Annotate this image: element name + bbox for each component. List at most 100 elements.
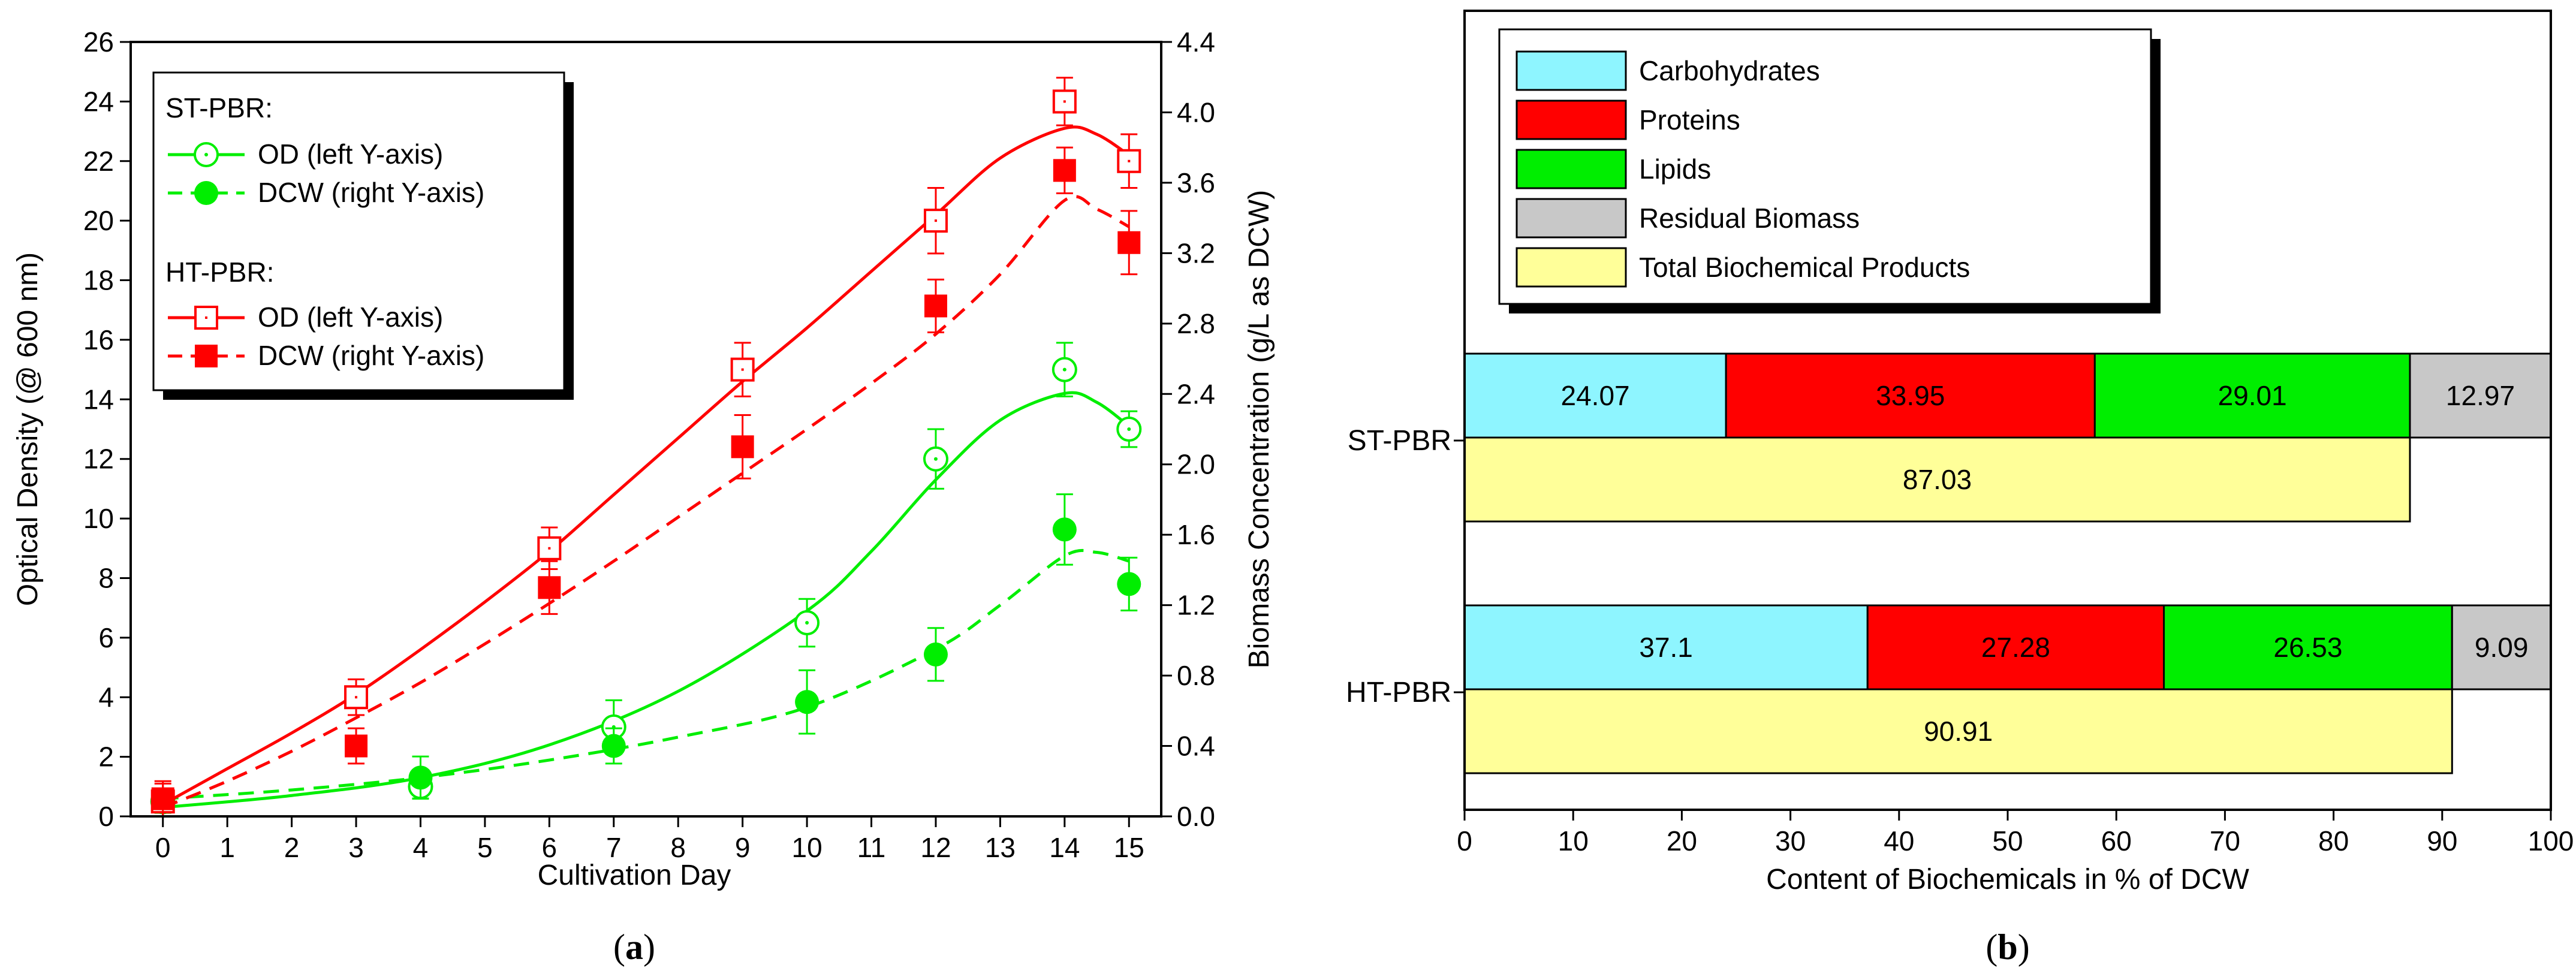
st-pbr-od-point [1116, 417, 1142, 442]
legend-st-dcw-swatch [168, 181, 245, 205]
ht-pbr-dcw-point [731, 435, 754, 459]
st-pbr-od-point [1052, 357, 1077, 382]
legend-label: Residual Biomass [1639, 203, 1860, 234]
ht-pbr-od-point [537, 536, 562, 560]
panel-a-chart: 0 1 2 3 4 5 6 7 8 9 10 11 12 13 14 15024681012141618202… [12, 26, 1275, 967]
legend-swatch [1516, 198, 1627, 239]
ht-pbr-od-point-dot [355, 696, 358, 699]
x-tick-label: 90 [2427, 825, 2457, 857]
left-y-tick-label: 26 [83, 26, 114, 58]
right-y-tick-label: 2.4 [1177, 378, 1215, 409]
legend-ht-od-label: OD (left Y-axis) [258, 301, 443, 333]
x-tick-label: 5 [477, 832, 493, 863]
st-pbr-dcw-point [1117, 572, 1141, 596]
legend-label: Lipids [1639, 153, 1711, 185]
x-tick-label: 70 [2210, 825, 2240, 857]
right-y-tick-label: 2.8 [1177, 308, 1215, 339]
x-tick-label: 2 [284, 832, 300, 863]
st-pbr-od-point-dot [1127, 427, 1131, 431]
x-tick-label: 3 [348, 832, 364, 863]
panel-a-right-y-axis-label: Biomass Concentration (g/L as DCW) [1243, 190, 1275, 669]
st-pbr-dcw-point [408, 765, 433, 790]
right-y-tick-label: 4.0 [1177, 97, 1215, 128]
panel-b-plot-area: 24.07 33.95 29.01 12.97 87.03 37.1 27.28 26.53 9… [1463, 352, 2552, 774]
ht-pbr-od-point [730, 357, 755, 382]
st-pbr-od-point-dot [933, 457, 938, 461]
left-y-tick-label: 14 [83, 384, 114, 415]
proteins-value-label: 27.28 [1981, 632, 2050, 663]
left-y-tick-label: 4 [98, 682, 114, 713]
right-y-tick-label: 0.8 [1177, 660, 1215, 691]
proteins-value-label: 33.95 [1876, 380, 1945, 411]
panel-b-chart: 24.07 33.95 29.01 12.97 87.03 37.1 27.28 26.53 9… [1346, 10, 2574, 967]
x-tick-label: 12 [920, 832, 951, 863]
ht-pbr-dcw-point [924, 294, 947, 318]
carbohydrates-value-label: 24.07 [1561, 380, 1630, 411]
x-tick-label: 13 [985, 832, 1016, 863]
left-y-tick-label: 18 [83, 265, 114, 296]
x-tick-label: 14 [1049, 832, 1080, 863]
ht-pbr-dcw-fit-line [162, 195, 1130, 809]
left-y-tick-label: 2 [98, 741, 114, 773]
left-y-tick-label: 16 [83, 324, 114, 355]
proteins-bar [1866, 604, 2165, 690]
total-value-label: 90.91 [1924, 716, 1993, 747]
right-y-tick-label: 0.4 [1177, 731, 1215, 762]
ht-pbr-dcw-point [345, 734, 368, 758]
panel-b-legend: Carbohydrates Proteins Lipids Residual Biom… [1498, 28, 2161, 313]
ht-pbr-od-point-dot [548, 547, 551, 550]
panel-a-x-axis-label: Cultivation Day [538, 860, 731, 891]
panel-b-caption: (b) [1986, 927, 2029, 967]
legend-group-st-title: ST-PBR: [165, 92, 273, 123]
x-tick-label: 11 [857, 832, 886, 863]
x-tick-label: 6 [542, 832, 558, 863]
legend-swatch [1516, 50, 1627, 91]
legend-box [152, 71, 565, 391]
x-tick-label: 1 [219, 832, 235, 863]
x-tick-label: 0 [1457, 825, 1472, 857]
ht-pbr-od-point [923, 209, 948, 233]
right-y-tick-label: 3.6 [1177, 167, 1215, 198]
x-tick-label: 10 [792, 832, 822, 863]
ht-pbr-dcw-point [151, 787, 174, 810]
ht-pbr-od-point [344, 685, 369, 710]
residual-biomass-value-label: 9.09 [2475, 632, 2529, 663]
total-value-label: 87.03 [1903, 464, 1972, 495]
ht-pbr-od-fit-line [162, 125, 1130, 806]
lipids-bar [2093, 352, 2411, 439]
x-tick-label: 4 [413, 832, 429, 863]
panel-a-legend: ST-PBR: OD (left Y-axis) DCW (right Y-ax… [152, 71, 574, 400]
panel-a-left-y-axis-label: Optical Density (@ 600 nm) [12, 252, 44, 606]
x-tick-label: 80 [2318, 825, 2349, 857]
residual-biomass-bar [2451, 604, 2552, 690]
x-tick-label: 40 [1884, 825, 1914, 857]
ht-pbr-dcw-point [1117, 231, 1141, 254]
lipids-value-label: 26.53 [2273, 632, 2342, 663]
lipids-value-label: 29.01 [2218, 380, 2287, 411]
panel-a-plot-area [150, 77, 1142, 818]
panel-a-caption: (a) [613, 927, 655, 967]
st-pbr-dcw-point [1052, 517, 1077, 542]
legend-ht-od-swatch [168, 306, 245, 330]
x-tick-label: 7 [606, 832, 622, 863]
carbohydrates-bar [1463, 604, 1869, 690]
right-y-tick-label: 2.0 [1177, 449, 1215, 480]
legend-st-od-label: OD (left Y-axis) [258, 138, 443, 170]
st-pbr-od-point-dot [805, 621, 809, 625]
x-tick-label: 50 [1992, 825, 2023, 857]
ht-pbr-od-point [1052, 89, 1077, 114]
legend-label: Proteins [1639, 104, 1740, 135]
st-pbr-od-point [794, 610, 820, 635]
st-pbr-od-point [601, 714, 626, 740]
left-y-tick-label: 24 [83, 86, 114, 117]
panel-b-ticks: 0 10 20 30 40 50 60 70 80 90 100 ST-PBR HT-PBR [1346, 425, 2574, 857]
left-y-tick-label: 6 [98, 622, 114, 653]
legend-swatch [1516, 149, 1627, 189]
legend-label: Carbohydrates [1639, 55, 1820, 86]
left-y-tick-label: 8 [98, 562, 114, 593]
st-pbr-dcw-point [601, 734, 626, 758]
st-pbr-od-fit-line [162, 391, 1130, 809]
x-tick-label: 20 [1667, 825, 1697, 857]
x-tick-label: 8 [670, 832, 686, 863]
